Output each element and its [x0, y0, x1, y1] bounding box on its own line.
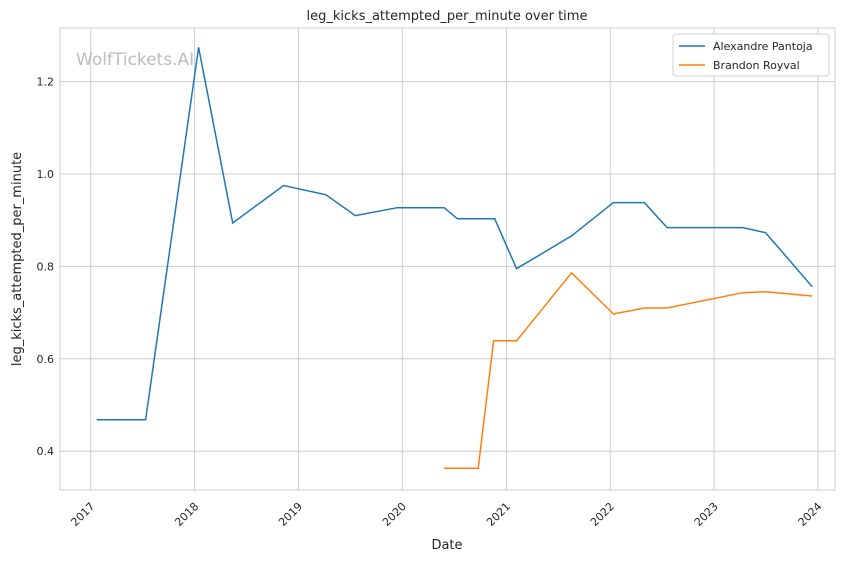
series-lines — [97, 47, 813, 468]
chart-title: leg_kicks_attempted_per_minute over time — [307, 9, 588, 24]
watermark: WolfTickets.AI — [76, 50, 194, 70]
x-tick-label: 2018 — [172, 500, 201, 529]
legend-label-1: Brandon Royval — [713, 59, 800, 72]
y-tick-label: 1.0 — [37, 168, 55, 181]
y-axis-label: leg_kicks_attempted_per_minute — [10, 152, 25, 366]
series-line-0 — [97, 47, 813, 419]
x-tick-label: 2020 — [380, 500, 409, 529]
plot-frame — [60, 28, 835, 490]
x-tick-label: 2024 — [796, 500, 825, 529]
x-tick-label: 2023 — [692, 500, 721, 529]
y-tick-label: 0.8 — [37, 260, 55, 273]
x-tick-label: 2019 — [276, 500, 305, 529]
legend: Alexandre Pantoja Brandon Royval — [673, 34, 829, 76]
y-tick-label: 0.6 — [37, 353, 55, 366]
x-axis-label: Date — [431, 538, 462, 553]
y-tick-label: 1.2 — [37, 76, 55, 89]
x-tick-label: 2022 — [588, 500, 617, 529]
y-axis-ticks: 0.4 0.6 0.8 1.0 1.2 — [37, 76, 55, 459]
x-tick-label: 2017 — [68, 500, 97, 529]
grid — [60, 28, 835, 490]
series-line-1 — [444, 273, 812, 468]
legend-label-0: Alexandre Pantoja — [713, 40, 813, 53]
y-tick-label: 0.4 — [37, 445, 55, 458]
x-axis-ticks: 2017 2018 2019 2020 2021 2022 2023 2024 — [68, 500, 824, 529]
x-tick-label: 2021 — [484, 500, 513, 529]
